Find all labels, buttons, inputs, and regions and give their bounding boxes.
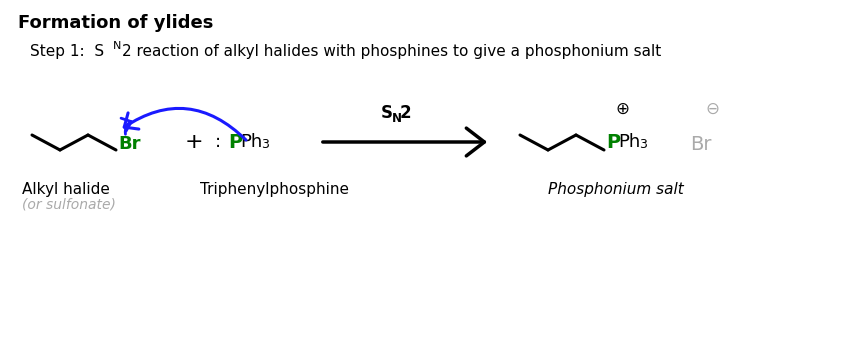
Text: P: P [228, 133, 242, 152]
Text: ⊖: ⊖ [705, 100, 719, 118]
Text: Br: Br [118, 135, 140, 153]
Text: Triphenylphosphine: Triphenylphosphine [200, 182, 349, 197]
Text: S: S [381, 104, 393, 122]
Text: Phosphonium salt: Phosphonium salt [548, 182, 684, 197]
Text: +: + [185, 132, 204, 152]
Text: ⊕: ⊕ [615, 100, 629, 118]
Text: Step 1:  S: Step 1: S [30, 44, 104, 59]
FancyArrowPatch shape [323, 128, 484, 156]
Text: 3: 3 [639, 138, 647, 152]
Text: N: N [392, 112, 402, 125]
FancyArrowPatch shape [121, 118, 131, 134]
Text: Ph: Ph [618, 133, 640, 151]
Text: P: P [606, 133, 620, 152]
Text: N: N [113, 41, 122, 51]
Text: (or sulfonate): (or sulfonate) [22, 197, 116, 211]
Text: Br: Br [690, 136, 711, 154]
Text: Alkyl halide: Alkyl halide [22, 182, 110, 197]
Text: 3: 3 [261, 138, 269, 152]
Text: :: : [215, 133, 233, 151]
Text: Ph: Ph [240, 133, 262, 151]
Text: Formation of ylides: Formation of ylides [18, 14, 213, 32]
FancyArrowPatch shape [124, 108, 246, 140]
Text: 2 reaction of alkyl halides with phosphines to give a phosphonium salt: 2 reaction of alkyl halides with phosphi… [122, 44, 661, 59]
Text: 2: 2 [400, 104, 412, 122]
